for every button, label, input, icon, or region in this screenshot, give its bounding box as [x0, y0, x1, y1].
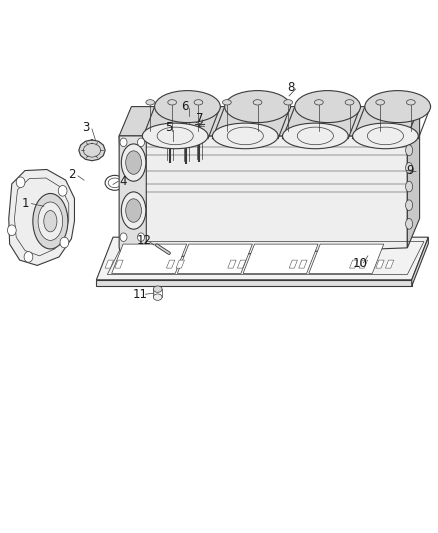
Ellipse shape	[138, 233, 145, 241]
Ellipse shape	[120, 138, 127, 147]
Ellipse shape	[16, 177, 25, 188]
Ellipse shape	[38, 202, 63, 240]
Ellipse shape	[44, 211, 57, 232]
Ellipse shape	[58, 185, 67, 196]
Ellipse shape	[24, 252, 33, 262]
Ellipse shape	[142, 123, 208, 149]
Polygon shape	[79, 140, 105, 161]
Ellipse shape	[376, 100, 385, 105]
Text: 10: 10	[353, 257, 367, 270]
Polygon shape	[350, 260, 358, 268]
Polygon shape	[119, 107, 420, 136]
Polygon shape	[299, 260, 307, 268]
Ellipse shape	[406, 200, 413, 211]
Ellipse shape	[406, 100, 415, 105]
Polygon shape	[407, 107, 420, 248]
Ellipse shape	[283, 123, 348, 149]
Ellipse shape	[7, 225, 16, 236]
Polygon shape	[177, 244, 252, 273]
Polygon shape	[105, 260, 113, 268]
Ellipse shape	[225, 91, 290, 123]
Polygon shape	[112, 244, 187, 273]
Polygon shape	[119, 136, 407, 259]
Ellipse shape	[126, 151, 141, 174]
Text: 12: 12	[137, 235, 152, 247]
Text: 8: 8	[288, 82, 295, 94]
Ellipse shape	[60, 237, 69, 248]
Polygon shape	[196, 119, 202, 124]
Ellipse shape	[295, 91, 360, 123]
Text: 5: 5	[165, 122, 172, 134]
Text: 9: 9	[406, 164, 413, 177]
Ellipse shape	[212, 123, 278, 149]
Ellipse shape	[406, 163, 413, 173]
Polygon shape	[176, 260, 184, 268]
Polygon shape	[243, 244, 318, 273]
Ellipse shape	[284, 100, 293, 105]
Polygon shape	[376, 260, 384, 268]
Text: 2: 2	[68, 168, 76, 181]
Polygon shape	[289, 260, 297, 268]
Text: 7: 7	[195, 112, 203, 125]
Ellipse shape	[253, 100, 262, 105]
Polygon shape	[96, 237, 428, 280]
Text: 1: 1	[21, 197, 29, 210]
Polygon shape	[96, 280, 412, 286]
Ellipse shape	[314, 100, 323, 105]
Ellipse shape	[406, 145, 413, 156]
Ellipse shape	[223, 100, 231, 105]
Ellipse shape	[365, 91, 431, 123]
Ellipse shape	[121, 144, 146, 181]
Ellipse shape	[155, 91, 220, 123]
Ellipse shape	[146, 100, 155, 105]
Ellipse shape	[153, 286, 162, 292]
Ellipse shape	[345, 100, 354, 105]
Polygon shape	[385, 260, 394, 268]
Text: 4: 4	[120, 175, 127, 188]
Polygon shape	[359, 260, 367, 268]
Text: 6: 6	[181, 100, 189, 113]
Text: 3: 3	[83, 122, 90, 134]
Ellipse shape	[406, 181, 413, 192]
Ellipse shape	[126, 199, 141, 222]
Ellipse shape	[108, 178, 121, 188]
Polygon shape	[183, 112, 190, 117]
Ellipse shape	[153, 294, 162, 301]
Polygon shape	[166, 123, 173, 128]
Ellipse shape	[138, 138, 145, 147]
Polygon shape	[237, 260, 246, 268]
Polygon shape	[115, 260, 123, 268]
Ellipse shape	[194, 100, 203, 105]
Text: 11: 11	[133, 288, 148, 301]
Polygon shape	[9, 169, 74, 265]
Polygon shape	[309, 244, 384, 273]
Ellipse shape	[105, 175, 124, 190]
Polygon shape	[228, 260, 236, 268]
Ellipse shape	[33, 193, 68, 249]
Ellipse shape	[120, 233, 127, 241]
Polygon shape	[412, 237, 428, 286]
Polygon shape	[166, 260, 175, 268]
Ellipse shape	[406, 219, 413, 229]
Polygon shape	[119, 136, 146, 261]
Ellipse shape	[168, 100, 177, 105]
Ellipse shape	[353, 123, 418, 149]
Ellipse shape	[121, 192, 146, 229]
